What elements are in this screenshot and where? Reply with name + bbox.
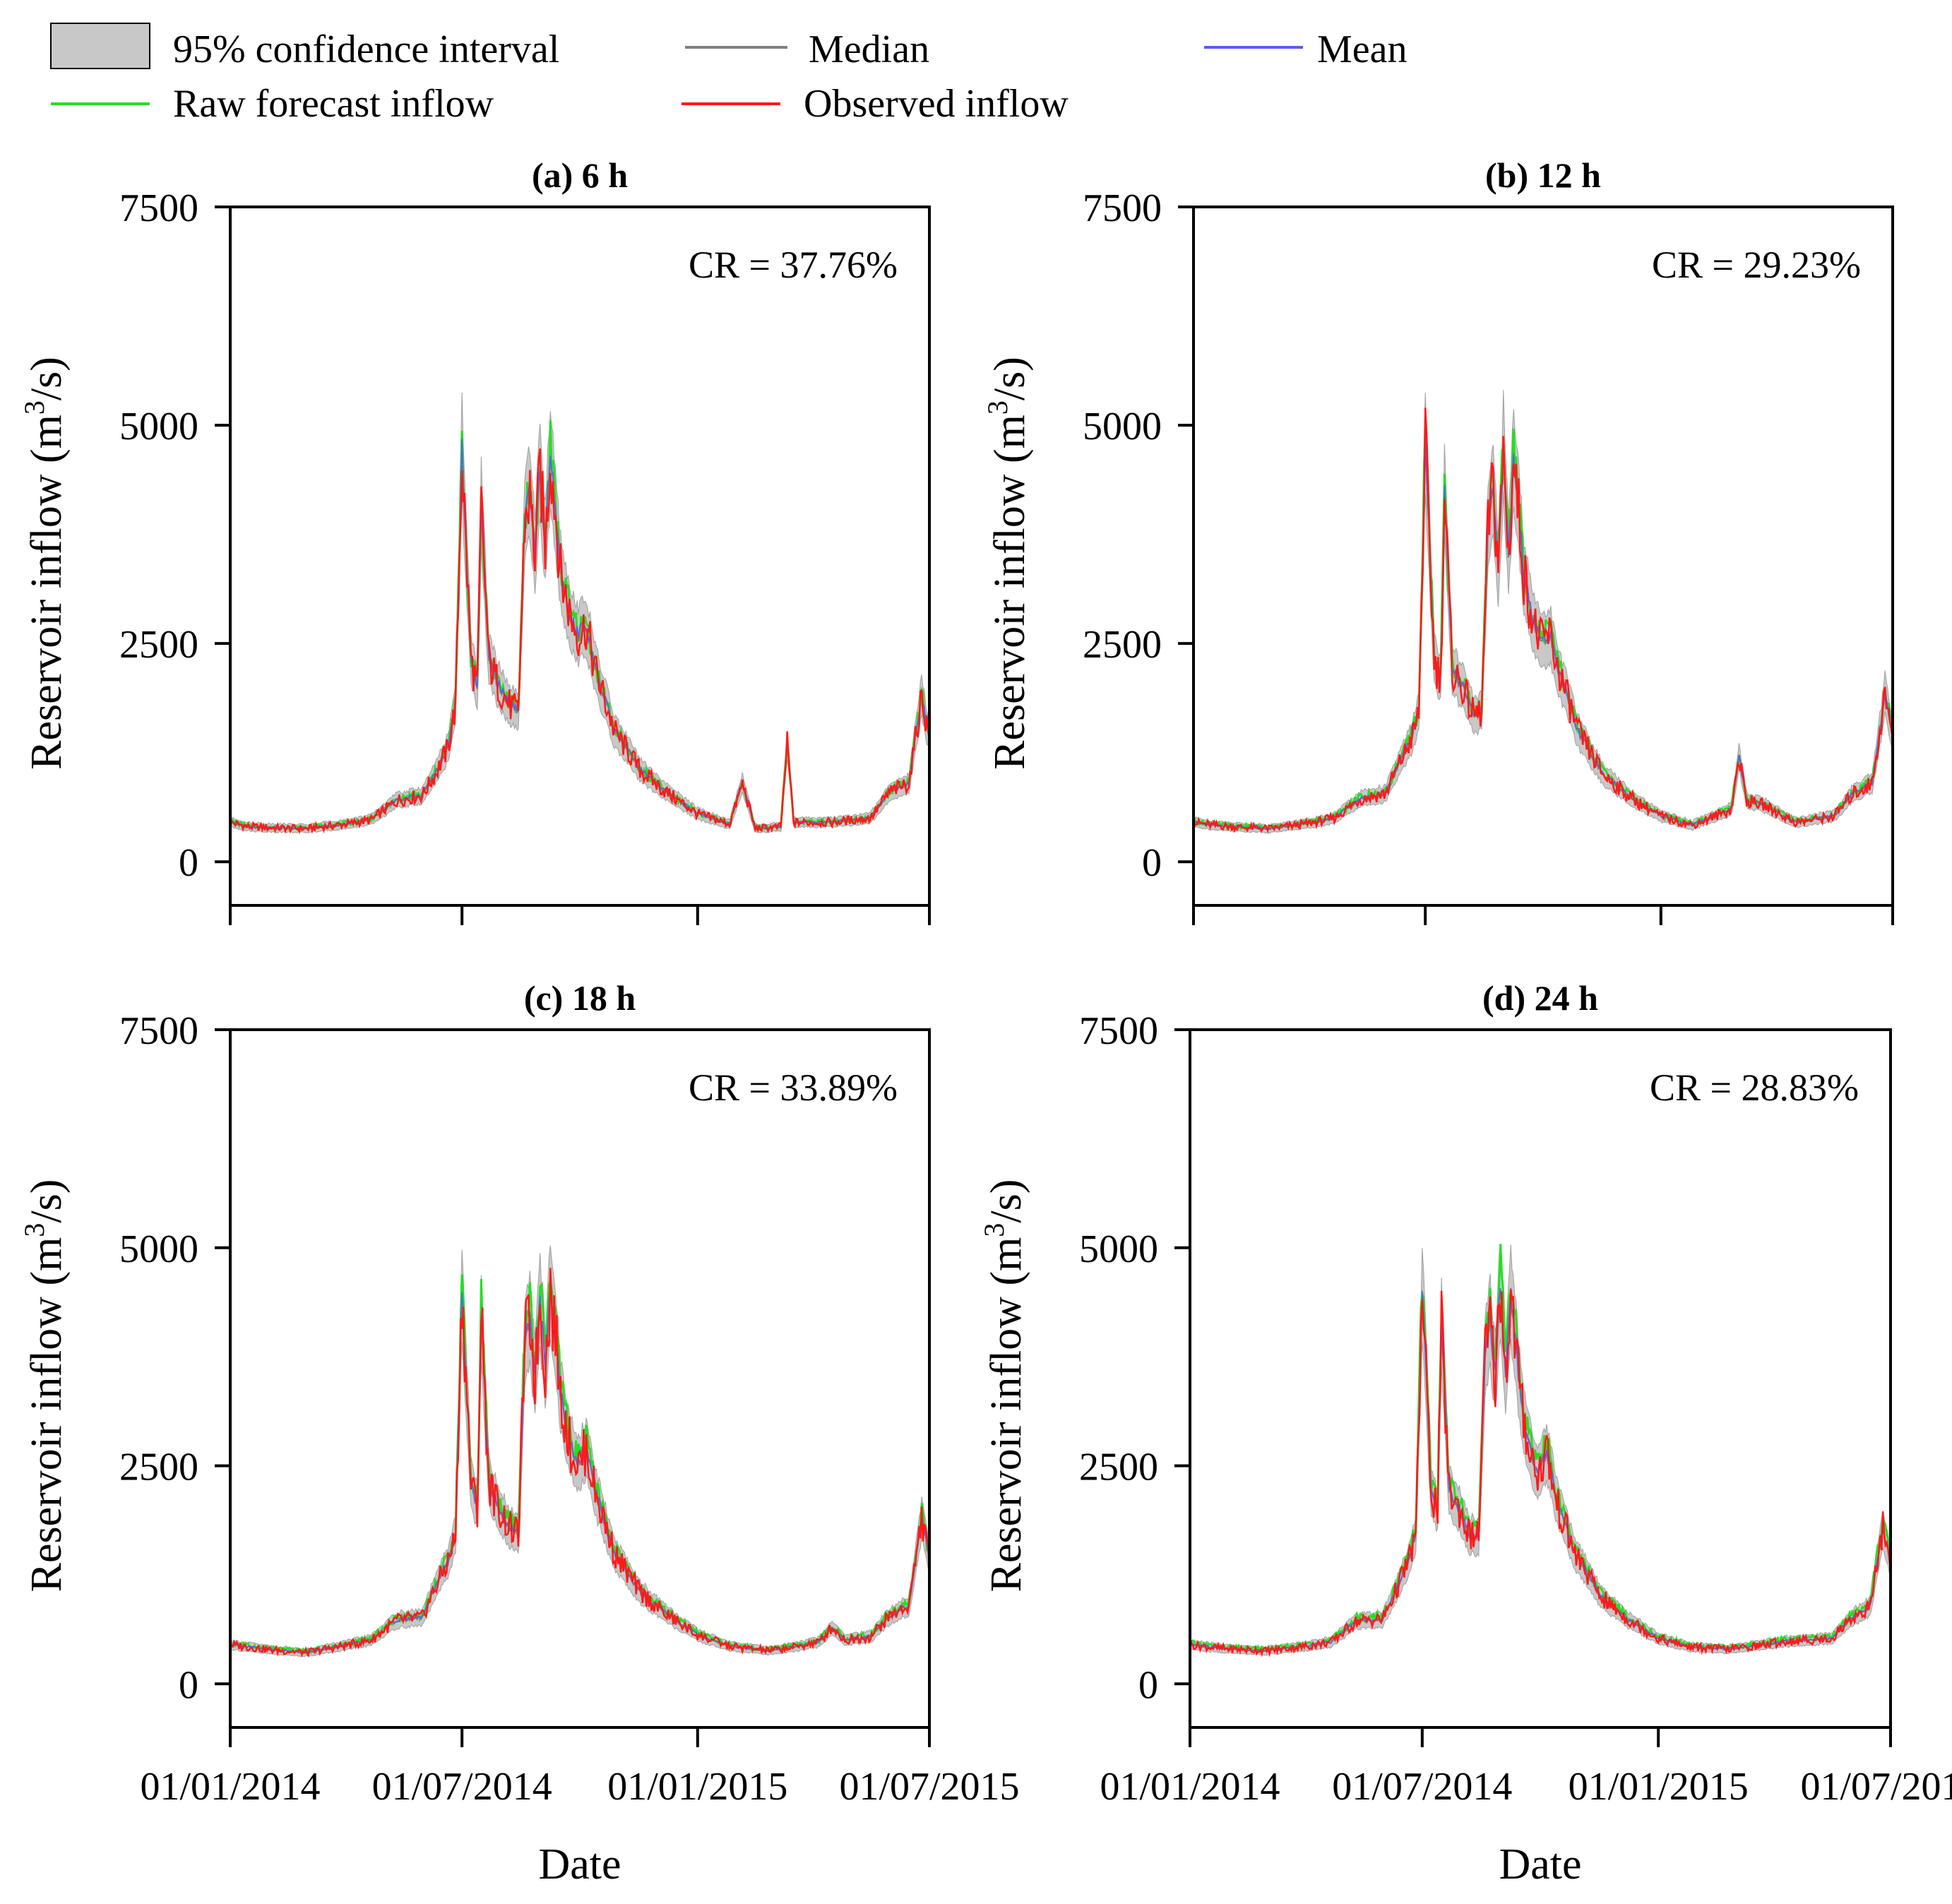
y-tick-label: 7500: [119, 186, 198, 230]
plot-frame: [229, 1028, 931, 1729]
panel-c: (c) 18 h 7500 5000 2500 0 01/01/2014 01/07/201…: [18, 978, 1020, 1888]
legend: 95% confidence interval Median Mean Raw …: [50, 23, 1408, 126]
legend-observed-label: Observed inflow: [804, 82, 1069, 126]
y-tick-label: 2500: [1079, 1446, 1158, 1489]
observed-inflow-line: [1193, 407, 1894, 834]
panel-title: (a) 6 h: [532, 155, 628, 195]
x-axis-label: Date: [538, 1840, 621, 1888]
y-tick-label: 5000: [119, 1227, 198, 1271]
plot-frame: [229, 206, 931, 907]
x-tick-label: 01/01/2015: [1569, 1765, 1749, 1809]
cr-annotation: CR = 37.76%: [689, 244, 898, 286]
y-axis-label: Reservoir inflow (m3/s): [978, 1179, 1030, 1593]
legend-ci-swatch: [50, 23, 150, 69]
ci-band: [1193, 390, 1893, 834]
x-tick-label: 01/01/2014: [1100, 1765, 1280, 1809]
plot-frame: [1189, 1028, 1892, 1729]
observed-inflow-line: [230, 1268, 931, 1658]
panel-b: (b) 12 h 7500 5000 2500 0 Reservoir inflow (m…: [982, 155, 1894, 925]
x-tick-label: 01/07/2014: [1332, 1765, 1512, 1809]
y-tick-label: 2500: [119, 1446, 198, 1489]
y-tick-label: 0: [1142, 841, 1162, 885]
y-tick-label: 2500: [119, 623, 198, 667]
y-axis-label: Reservoir inflow (m3/s): [18, 357, 71, 770]
x-tick-label: 01/01/2014: [140, 1765, 320, 1809]
cr-annotation: CR = 28.83%: [1650, 1066, 1859, 1109]
y-tick-label: 2500: [1083, 623, 1162, 667]
panel-title: (b) 12 h: [1485, 155, 1601, 195]
raw-forecast-line: [230, 420, 930, 833]
panel-a: (a) 6 h 7500 5000 2500 0 Reservoir inflow (m3…: [18, 155, 931, 925]
legend-raw-label: Raw forecast inflow: [173, 82, 494, 126]
y-axis-label: Reservoir inflow (m3/s): [982, 357, 1034, 770]
y-tick-label: 7500: [1083, 186, 1162, 230]
y-tick-label: 7500: [119, 1009, 198, 1053]
observed-inflow-line: [1189, 1289, 1892, 1658]
panel-title: (c) 18 h: [524, 978, 636, 1018]
legend-mean-label: Mean: [1317, 28, 1408, 71]
plot-frame: [1192, 206, 1894, 907]
cr-annotation: CR = 33.89%: [689, 1066, 898, 1109]
y-tick-label: 0: [179, 1663, 198, 1707]
y-tick-label: 5000: [119, 405, 198, 448]
y-tick-label: 0: [1138, 1663, 1158, 1707]
x-axis-label: Date: [1499, 1840, 1581, 1888]
x-tick-label: 01/01/2015: [607, 1765, 787, 1809]
ci-band: [230, 392, 930, 834]
y-tick-label: 7500: [1079, 1009, 1158, 1053]
panels: (a) 6 h 7500 5000 2500 0 Reservoir inflow (m3…: [18, 155, 1952, 1888]
y-tick-label: 5000: [1083, 405, 1162, 448]
x-tick-label: 01/07/2015: [839, 1765, 1019, 1809]
observed-inflow-line: [229, 448, 931, 835]
ci-band: [1189, 1244, 1891, 1656]
y-tick-label: 5000: [1079, 1227, 1158, 1271]
panel-d: (d) 24 h 7500 5000 2500 0 01/01/2014 01/07/201…: [978, 978, 1952, 1888]
x-tick-label: 01/07/2014: [372, 1765, 552, 1809]
legend-median-label: Median: [809, 28, 929, 71]
x-tick-label: 01/07/2015: [1800, 1765, 1952, 1809]
y-tick-label: 0: [179, 841, 198, 885]
cr-annotation: CR = 29.23%: [1652, 244, 1861, 286]
legend-ci-label: 95% confidence interval: [173, 28, 559, 71]
y-axis-label: Reservoir inflow (m3/s): [18, 1179, 71, 1593]
panel-title: (d) 24 h: [1482, 978, 1598, 1018]
